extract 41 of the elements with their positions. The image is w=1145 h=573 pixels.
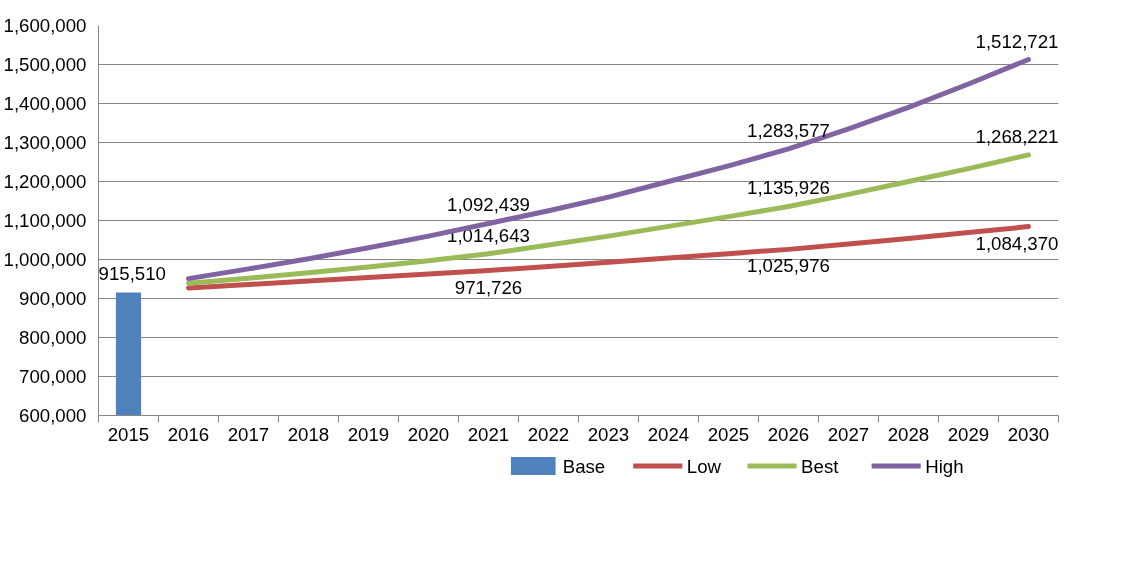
data-label: 971,726 (454, 276, 523, 298)
x-tick-label: 2024 (647, 423, 690, 445)
y-tick-label: 800,000 (19, 327, 87, 348)
x-tick-label: 2025 (707, 423, 750, 445)
x-tick-label: 2015 (107, 423, 150, 445)
data-label: 1,283,577 (747, 119, 830, 141)
y-tick-label: 900,000 (19, 288, 87, 309)
y-tick-label: 1,600,000 (3, 15, 87, 36)
data-label: 1,135,926 (747, 177, 830, 199)
legend-label: Low (686, 455, 722, 477)
legend-label: Base (562, 455, 606, 477)
x-tick-label: 2023 (587, 423, 630, 445)
data-label: 915,510 (98, 263, 166, 285)
data-label: 1,268,221 (975, 125, 1059, 147)
y-tick-label: 700,000 (19, 366, 87, 387)
legend-label: Best (801, 455, 840, 477)
x-tick-label: 2019 (347, 423, 390, 445)
x-tick-label: 2027 (827, 423, 870, 445)
data-label: 1,084,370 (975, 232, 1059, 254)
y-tick-label: 1,300,000 (3, 132, 87, 153)
legend-label: High (925, 455, 964, 477)
x-tick-label: 2029 (947, 423, 990, 445)
data-label: 1,025,976 (747, 255, 830, 277)
x-tick-label: 2022 (527, 423, 570, 445)
y-tick-label: 1,500,000 (3, 54, 87, 75)
data-label: 1,092,439 (447, 194, 530, 216)
y-tick-label: 1,000,000 (3, 249, 87, 270)
x-tick-label: 2021 (467, 423, 510, 445)
y-tick-label: 600,000 (19, 405, 87, 426)
x-tick-label: 2017 (227, 423, 270, 445)
x-tick-label: 2016 (167, 423, 210, 445)
y-tick-label: 1,400,000 (3, 93, 87, 114)
x-tick-label: 2020 (407, 423, 450, 445)
y-tick-label: 1,100,000 (3, 210, 87, 231)
y-tick-label: 1,200,000 (3, 171, 87, 192)
x-tick-label: 2026 (767, 423, 810, 445)
x-tick-label: 2030 (1007, 423, 1050, 445)
data-label: 1,014,643 (447, 224, 530, 246)
data-label: 1,512,721 (975, 30, 1059, 52)
x-tick-label: 2018 (287, 423, 330, 445)
x-tick-label: 2028 (887, 423, 930, 445)
